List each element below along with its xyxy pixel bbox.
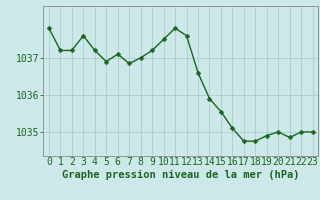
X-axis label: Graphe pression niveau de la mer (hPa): Graphe pression niveau de la mer (hPa) [62, 170, 300, 180]
